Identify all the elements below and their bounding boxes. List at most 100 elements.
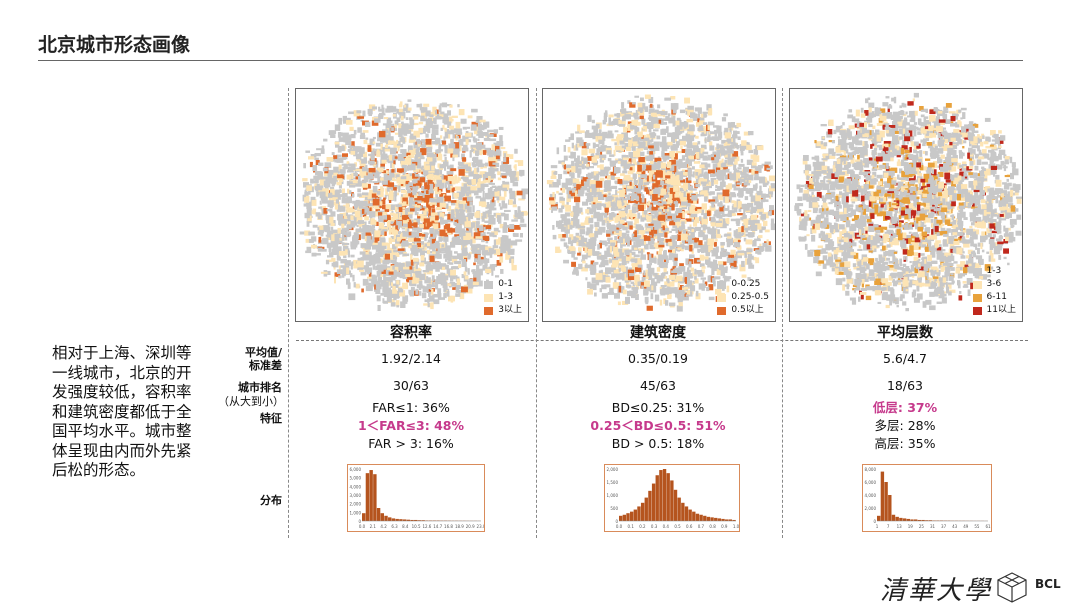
map-patch [362, 187, 368, 190]
map-patch [715, 188, 721, 191]
map-patch [758, 235, 763, 239]
map-patch [429, 216, 436, 220]
map-patch [464, 220, 471, 228]
map-patch [695, 174, 698, 179]
map-patch [500, 243, 508, 250]
map-patch [607, 200, 611, 207]
map-patch [748, 131, 754, 136]
map-patch [450, 128, 457, 133]
map-patch [379, 205, 382, 209]
map-patch [353, 129, 357, 135]
map-patch [339, 169, 346, 174]
map-patch [668, 281, 675, 287]
map-patch [648, 135, 651, 140]
map-patch [449, 262, 454, 265]
map-patch [349, 181, 356, 185]
map-patch [605, 175, 609, 179]
map-patch [330, 134, 336, 138]
map-patch [640, 151, 645, 156]
map-patch [494, 190, 500, 197]
map-patch [648, 254, 652, 261]
map-patch [477, 254, 481, 261]
map-patch [385, 146, 391, 151]
map-patch [618, 225, 624, 229]
map-patch [616, 141, 620, 145]
map-patch [502, 235, 509, 242]
map-patch [355, 199, 360, 206]
map-patch [729, 128, 732, 135]
map-patch [691, 229, 695, 234]
map-patch [587, 156, 593, 161]
map-patch [363, 247, 370, 255]
map-patch [481, 216, 485, 222]
map-patch [475, 153, 479, 156]
map-patch [485, 268, 492, 273]
map-patch [511, 219, 518, 222]
map-patch [517, 216, 524, 220]
map-patch [757, 165, 763, 169]
map-patch [381, 178, 388, 185]
map-patch [358, 234, 361, 241]
map-patch [509, 193, 516, 200]
map-patch [717, 144, 724, 149]
map-patch [669, 230, 672, 233]
map-patch [477, 187, 485, 192]
map-patch [684, 245, 691, 251]
map-patch [730, 122, 735, 128]
map-patch [354, 232, 359, 238]
map-patch [626, 240, 630, 247]
map-patch [352, 274, 355, 282]
map-patch [320, 231, 324, 237]
map-patch [730, 142, 733, 145]
map-patch [566, 187, 572, 190]
map-patch [671, 155, 675, 160]
map-patch [420, 257, 426, 264]
map-patch [312, 180, 319, 184]
map-patch [741, 232, 745, 235]
map-patch [353, 259, 359, 265]
map-patch [397, 144, 400, 152]
map-patch [663, 250, 667, 252]
map-patch [672, 225, 678, 229]
map-patch [461, 147, 469, 152]
map-patch [678, 229, 682, 235]
map-patch [737, 167, 742, 170]
map-patch [420, 115, 427, 122]
map-patch [409, 159, 414, 164]
map-patch [409, 148, 416, 156]
map-patch [704, 137, 707, 144]
map-patch [699, 173, 702, 178]
map-patch [737, 252, 745, 256]
map-patch [769, 165, 773, 170]
map-patch [660, 121, 667, 125]
map-patch [463, 164, 468, 169]
map-patch [514, 160, 520, 163]
map-patch [493, 227, 499, 232]
map-patch [408, 138, 416, 143]
map-patch [504, 209, 511, 212]
map-patch [442, 140, 447, 145]
map-patch [437, 251, 445, 254]
map-patch [399, 290, 406, 297]
map-patch [459, 228, 465, 233]
map-patch [576, 158, 580, 164]
map-patch [304, 191, 309, 197]
map-patch [561, 187, 566, 193]
map-patch [393, 141, 401, 148]
map-patch [572, 151, 576, 159]
map-patch [366, 203, 374, 207]
map-patch [318, 206, 322, 209]
map-patch [735, 229, 740, 231]
map-patch [423, 209, 427, 216]
map-patch [400, 160, 405, 166]
map-patch [658, 254, 665, 260]
map-patch [690, 285, 696, 292]
map-patch [423, 142, 427, 148]
map-patch [457, 104, 460, 108]
map-patch [320, 176, 327, 180]
map-patch [733, 242, 741, 248]
map-patch [462, 135, 469, 142]
map-patch [585, 217, 590, 225]
map-patch [329, 188, 335, 195]
map-patch [357, 193, 362, 197]
